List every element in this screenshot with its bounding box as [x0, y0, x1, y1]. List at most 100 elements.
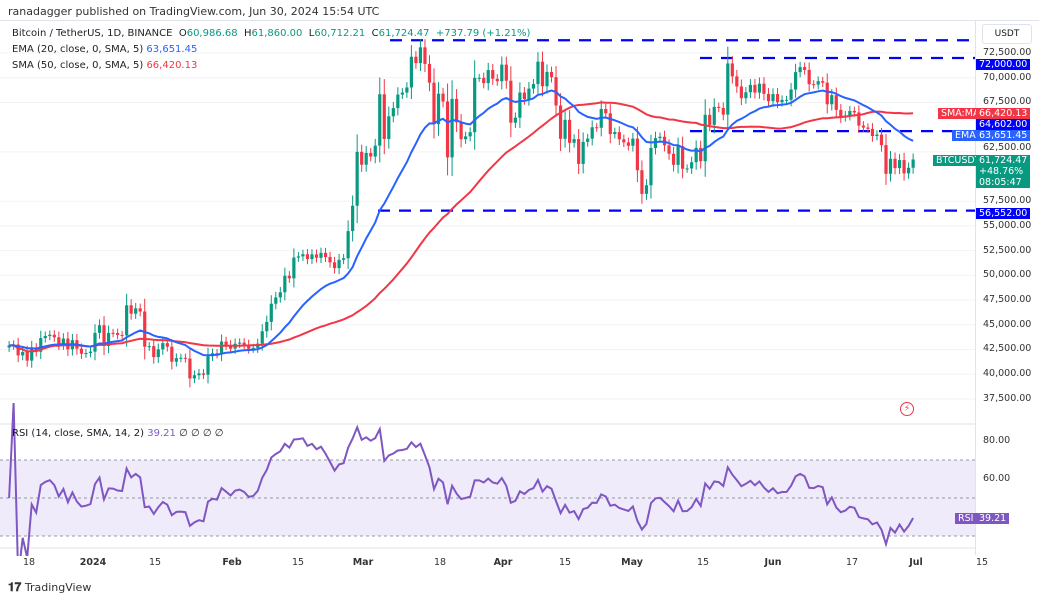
candle-body: [161, 343, 165, 350]
candle-body: [274, 297, 278, 304]
candle-body: [405, 87, 409, 93]
candle-body: [125, 305, 129, 336]
candle-body: [147, 346, 151, 348]
candle-body: [238, 342, 242, 344]
candle-body: [219, 341, 224, 355]
price-tick: 42,500.00: [983, 343, 1032, 355]
candle-body: [581, 141, 585, 164]
time-tick: 18: [433, 557, 447, 568]
candle-body: [690, 162, 694, 169]
chart-legend: Bitcoin / TetherUS, 1D, BINANCE O60,986.…: [12, 26, 530, 74]
candle-body: [531, 84, 536, 89]
candle-body: [848, 110, 852, 116]
candle-body: [545, 71, 549, 87]
candle-body: [518, 92, 522, 118]
candle-body: [744, 92, 748, 99]
rsi-name-tag: RSI: [955, 513, 977, 524]
candle-body: [789, 89, 793, 100]
candle-body: [79, 348, 84, 354]
candle-body: [644, 185, 649, 194]
time-tick: Jul: [909, 557, 923, 568]
candle-body: [201, 373, 206, 375]
candle-body: [540, 61, 545, 87]
candle-body: [794, 72, 798, 90]
candle-body: [229, 345, 233, 349]
symbol-title[interactable]: Bitcoin / TetherUS, 1D, BINANCE: [12, 28, 173, 39]
candle-body: [852, 110, 856, 113]
sma-legend-label[interactable]: SMA (50, close, 0, SMA, 5): [12, 60, 144, 71]
candle-body: [409, 56, 413, 88]
candle-body: [369, 152, 373, 157]
price-tick: 72,500.00: [983, 47, 1032, 59]
candle-body: [138, 308, 142, 312]
candle-body: [265, 321, 269, 332]
rsi-legend-label[interactable]: RSI (14, close, SMA, 14, 2): [12, 428, 145, 439]
high-value: 61,860.00: [251, 28, 303, 39]
candle-body: [450, 98, 454, 158]
level-72000-tag: 72,000.00: [976, 59, 1031, 70]
candle-body: [156, 349, 160, 358]
candle-body: [441, 93, 445, 102]
candle-body: [39, 338, 43, 352]
tradingview-logo[interactable]: 𝟏𝟕 TradingView: [8, 580, 92, 594]
time-tick: May: [621, 557, 643, 568]
currency-button[interactable]: USDT: [982, 24, 1032, 44]
candle-body: [649, 148, 653, 186]
candle-body: [328, 257, 332, 263]
candle-body: [821, 81, 825, 83]
candle-body: [97, 325, 102, 333]
candle-body: [436, 93, 441, 125]
candle-body: [260, 331, 264, 344]
rsi-line: [8, 402, 914, 556]
candle-body: [825, 82, 829, 105]
candle-body: [251, 347, 255, 349]
chart-canvas[interactable]: [0, 0, 975, 556]
candle-body: [757, 83, 762, 93]
lightning-icon[interactable]: ⚡: [900, 402, 914, 416]
candle-body: [613, 132, 617, 135]
price-tick: 37,500.00: [983, 392, 1032, 404]
candle-body: [287, 275, 291, 279]
candle-body: [730, 63, 734, 77]
candle-body: [807, 69, 811, 85]
price-tick: 50,000.00: [983, 269, 1032, 281]
candle-body: [866, 127, 870, 129]
candle-body: [215, 353, 219, 355]
candle-body: [902, 160, 906, 174]
candle-body: [803, 67, 807, 70]
time-tick: 15: [558, 557, 572, 568]
candle-body: [197, 373, 201, 376]
candle-body: [595, 127, 599, 129]
candle-body: [464, 136, 468, 140]
rsi-legend-extra: ∅ ∅ ∅ ∅: [179, 428, 224, 439]
time-tick: 18: [22, 557, 36, 568]
candle-body: [861, 125, 865, 128]
open-value: 60,986.68: [186, 28, 238, 39]
open-label: O: [178, 28, 187, 39]
candle-body: [88, 351, 93, 354]
candle-body: [784, 99, 789, 101]
candle-body: [378, 94, 382, 146]
candle-body: [549, 71, 554, 78]
candle-body: [346, 231, 350, 259]
candle-body: [432, 82, 436, 125]
high-label: H: [243, 28, 252, 39]
rsi-value-tag: 39.21: [976, 513, 1010, 524]
candle-body: [170, 346, 174, 362]
candle-body: [134, 308, 138, 314]
candle-body: [247, 344, 251, 349]
price-tick: 40,000.00: [983, 368, 1032, 380]
rsi-legend: RSI (14, close, SMA, 14, 2) 39.21 ∅ ∅ ∅ …: [12, 428, 223, 439]
candle-body: [522, 92, 526, 100]
candle-body: [360, 151, 364, 165]
logo-text: TradingView: [24, 581, 92, 594]
candle-body: [830, 95, 834, 105]
price-axis[interactable]: [975, 20, 1039, 555]
ema-legend-label[interactable]: EMA (20, close, 0, SMA, 5): [12, 44, 144, 55]
candle-body: [500, 64, 504, 82]
rsi-tick: 60.00: [983, 473, 1011, 484]
candle-body: [753, 84, 757, 93]
candle-body: [283, 275, 287, 293]
candle-body: [116, 333, 120, 335]
time-tick: Apr: [493, 557, 513, 568]
